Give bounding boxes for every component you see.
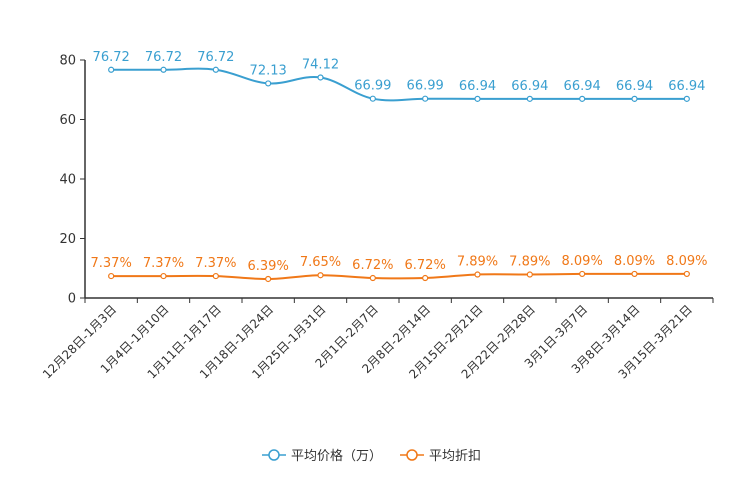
data-point[interactable] xyxy=(474,95,481,102)
legend-label: 平均折扣 xyxy=(429,449,481,464)
legend[interactable]: 平均价格（万） 平均折扣 xyxy=(262,448,481,464)
data-label: 8.09% xyxy=(666,254,707,269)
data-label: 7.89% xyxy=(509,255,550,270)
data-label: 66.94 xyxy=(511,79,548,94)
data-point[interactable] xyxy=(526,95,533,102)
data-label: 7.37% xyxy=(91,256,132,271)
data-point[interactable] xyxy=(212,66,219,73)
data-point[interactable] xyxy=(369,95,376,102)
data-label: 6.39% xyxy=(248,259,289,274)
x-axis: 12月28日-1月3日1月4日-1月10日1月11日-1月17日1月18日-1月… xyxy=(40,297,714,382)
series-2: 7.37% 7.37% 7.37% 6.39% 7.65% 6.72% 6.72% 7.89%… xyxy=(91,254,707,283)
data-point[interactable] xyxy=(108,272,115,280)
data-label: 7.37% xyxy=(143,256,184,271)
data-label: 8.09% xyxy=(562,254,603,269)
data-point[interactable] xyxy=(212,272,219,280)
data-point[interactable] xyxy=(317,272,324,279)
data-label: 6.72% xyxy=(405,258,446,273)
y-tick-label: 60 xyxy=(59,113,76,128)
legend-item-1[interactable]: 平均价格（万） xyxy=(262,448,382,464)
y-tick-label: 20 xyxy=(59,232,76,247)
y-tick-label: 80 xyxy=(59,54,76,69)
data-label: 7.37% xyxy=(195,256,236,271)
data-label: 66.99 xyxy=(354,79,391,94)
data-label: 6.72% xyxy=(352,258,393,273)
data-label: 66.94 xyxy=(459,79,496,94)
data-point[interactable] xyxy=(369,274,376,282)
data-label: 76.72 xyxy=(197,50,234,65)
data-point[interactable] xyxy=(631,95,638,102)
data-label: 7.65% xyxy=(300,255,341,270)
data-point[interactable] xyxy=(631,270,638,278)
series-1: 76.72 76.72 76.72 72.13 74.12 66.99 66.99 66.94… xyxy=(93,50,705,102)
y-axis: 0 20 40 60 80 xyxy=(59,54,86,307)
y-tick-label: 40 xyxy=(59,173,76,188)
data-point[interactable] xyxy=(422,274,429,282)
legend-swatch-marker xyxy=(268,449,280,461)
data-point[interactable] xyxy=(317,74,324,81)
data-point[interactable] xyxy=(683,270,690,278)
data-label: 72.13 xyxy=(250,63,287,78)
data-label: 74.12 xyxy=(302,57,339,72)
data-point[interactable] xyxy=(683,95,690,102)
data-point[interactable] xyxy=(160,272,167,280)
series-line xyxy=(111,67,687,102)
data-point[interactable] xyxy=(579,95,586,102)
data-label: 66.94 xyxy=(668,79,705,94)
data-point[interactable] xyxy=(108,66,115,73)
data-label: 66.99 xyxy=(407,79,444,94)
series-layer: 76.72 76.72 76.72 72.13 74.12 66.99 66.99 66.94… xyxy=(91,50,707,283)
data-label: 66.94 xyxy=(564,79,601,94)
data-label: 7.89% xyxy=(457,255,498,270)
data-label: 76.72 xyxy=(93,50,130,65)
legend-item-2[interactable]: 平均折扣 xyxy=(400,449,481,464)
data-point[interactable] xyxy=(265,80,272,87)
series-line xyxy=(111,272,687,280)
data-label: 66.94 xyxy=(616,79,653,94)
data-point[interactable] xyxy=(422,95,429,102)
data-label: 8.09% xyxy=(614,254,655,269)
data-label: 76.72 xyxy=(145,50,182,65)
data-point[interactable] xyxy=(160,66,167,73)
data-point[interactable] xyxy=(526,271,533,278)
data-point[interactable] xyxy=(579,270,586,278)
y-tick-label: 0 xyxy=(68,292,76,307)
data-point[interactable] xyxy=(265,275,272,283)
data-point[interactable] xyxy=(474,271,481,278)
legend-label: 平均价格（万） xyxy=(291,448,382,464)
legend-swatch-marker xyxy=(406,449,418,461)
